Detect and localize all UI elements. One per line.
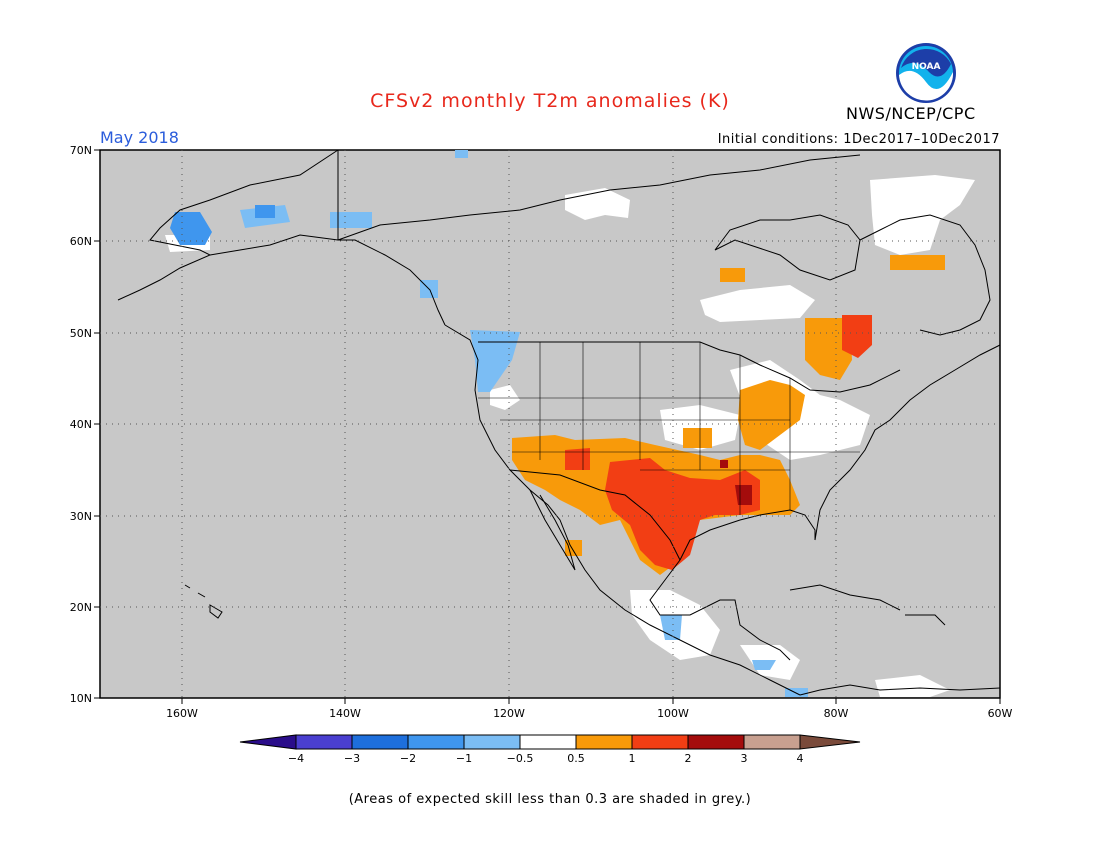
colorbar bbox=[239, 734, 861, 750]
lon-label: 80W bbox=[824, 707, 849, 720]
colorbar-label: −3 bbox=[344, 752, 360, 765]
colorbar-segment bbox=[799, 734, 861, 750]
colorbar-labels: −4 −3 −2 −1 −0.5 0.5 1 2 3 4 bbox=[288, 752, 804, 765]
patch-orange-baja bbox=[565, 540, 582, 556]
patch-lblue-3 bbox=[470, 330, 520, 392]
colorbar-label: −2 bbox=[400, 752, 416, 765]
border-us-canada bbox=[478, 341, 901, 393]
coast-mexico-gulf bbox=[649, 559, 791, 661]
axis-ticks bbox=[94, 149, 1001, 704]
coast-south-america bbox=[799, 684, 1001, 696]
lon-label: 60W bbox=[988, 707, 1013, 720]
colorbar-segment bbox=[239, 734, 297, 750]
coast-arctic bbox=[337, 154, 861, 241]
map-panel bbox=[94, 149, 1001, 704]
coast-labrador bbox=[859, 214, 991, 336]
coast-cuba bbox=[789, 584, 901, 611]
patch-blue-alaska-2 bbox=[255, 205, 275, 218]
patch-red-arizona bbox=[565, 448, 590, 470]
skill-footnote: (Areas of expected skill less than 0.3 a… bbox=[348, 792, 752, 807]
lat-label: 20N bbox=[70, 601, 92, 614]
colorbar-segment bbox=[407, 734, 465, 750]
patch-red-quebec bbox=[842, 315, 872, 358]
colorbar-label: 2 bbox=[685, 752, 692, 765]
initial-conditions: Initial conditions: 1Dec2017–10Dec2017 bbox=[717, 132, 1000, 147]
noaa-logo: NOAA bbox=[896, 43, 956, 103]
lon-label: 120W bbox=[493, 707, 525, 720]
colorbar-segment bbox=[463, 734, 521, 750]
patch-white-quebec bbox=[870, 175, 975, 255]
patch-orange-hudson bbox=[720, 268, 745, 282]
colorbar-label: −0.5 bbox=[507, 752, 534, 765]
lon-label: 140W bbox=[329, 707, 361, 720]
patch-orange-labrador bbox=[890, 255, 945, 270]
lat-label: 40N bbox=[70, 418, 92, 431]
patch-orange-kansas bbox=[683, 428, 712, 448]
coast-alaska-west bbox=[117, 149, 339, 301]
colorbar-segment bbox=[295, 734, 353, 750]
colorbar-label: −4 bbox=[288, 752, 304, 765]
patch-lblue-4 bbox=[660, 615, 682, 640]
colorbar-segment bbox=[631, 734, 689, 750]
state-lines-horizontal bbox=[478, 397, 860, 471]
patch-darkred-la bbox=[735, 485, 752, 505]
coast-hispaniola bbox=[905, 614, 946, 626]
lat-label: 70N bbox=[70, 144, 92, 157]
colorbar-label: −1 bbox=[456, 752, 472, 765]
state-lines-vertical bbox=[539, 342, 791, 515]
patch-blue-alaska bbox=[170, 212, 212, 245]
lon-labels: 160W 140W 120W 100W 80W 60W bbox=[166, 707, 1012, 720]
patch-white-sa bbox=[875, 675, 950, 697]
patch-orange-ohio bbox=[738, 380, 805, 450]
coast-alaska-south bbox=[209, 234, 339, 256]
patch-lblue-1 bbox=[330, 212, 372, 228]
coast-baja bbox=[529, 489, 576, 571]
forecast-month: May 2018 bbox=[100, 128, 179, 147]
colorbar-segment bbox=[519, 734, 577, 750]
lat-label: 30N bbox=[70, 510, 92, 523]
colorbar-label: 3 bbox=[741, 752, 748, 765]
patch-lblue-5 bbox=[752, 660, 776, 670]
lon-label: 100W bbox=[657, 707, 689, 720]
colorbar-label: 0.5 bbox=[567, 752, 585, 765]
lon-label: 160W bbox=[166, 707, 198, 720]
colorbar-label: 1 bbox=[629, 752, 636, 765]
patch-red-texas bbox=[605, 458, 760, 570]
patch-white-ontario bbox=[700, 285, 815, 322]
colorbar-segment bbox=[687, 734, 745, 750]
map-title: CFSv2 monthly T2m anomalies (K) bbox=[370, 90, 730, 112]
coast-atlantic bbox=[814, 344, 1001, 541]
coast-hawaii bbox=[184, 584, 223, 619]
noaa-logo-text: NOAA bbox=[912, 62, 941, 72]
colorbar-segment bbox=[743, 734, 801, 750]
lat-label: 10N bbox=[70, 692, 92, 705]
gridlines bbox=[100, 150, 1000, 698]
border-us-mexico bbox=[509, 469, 681, 561]
coast-alaska-border bbox=[337, 150, 446, 326]
lat-labels: 70N 60N 50N 40N 30N 20N 10N bbox=[70, 144, 92, 705]
patch-lblue-6 bbox=[455, 150, 468, 158]
patch-white-pnw bbox=[490, 385, 520, 410]
coastlines bbox=[117, 149, 1001, 696]
lat-label: 60N bbox=[70, 235, 92, 248]
colorbar-label: 4 bbox=[797, 752, 804, 765]
organization-label: NWS/NCEP/CPC bbox=[846, 104, 976, 123]
colorbar-segment bbox=[351, 734, 409, 750]
coast-gulf bbox=[679, 509, 816, 561]
colorbar-segment bbox=[575, 734, 633, 750]
patch-darkred-ark bbox=[720, 460, 728, 468]
lat-label: 50N bbox=[70, 327, 92, 340]
coast-pacific bbox=[444, 324, 801, 696]
patch-orange-quebec bbox=[805, 318, 852, 380]
